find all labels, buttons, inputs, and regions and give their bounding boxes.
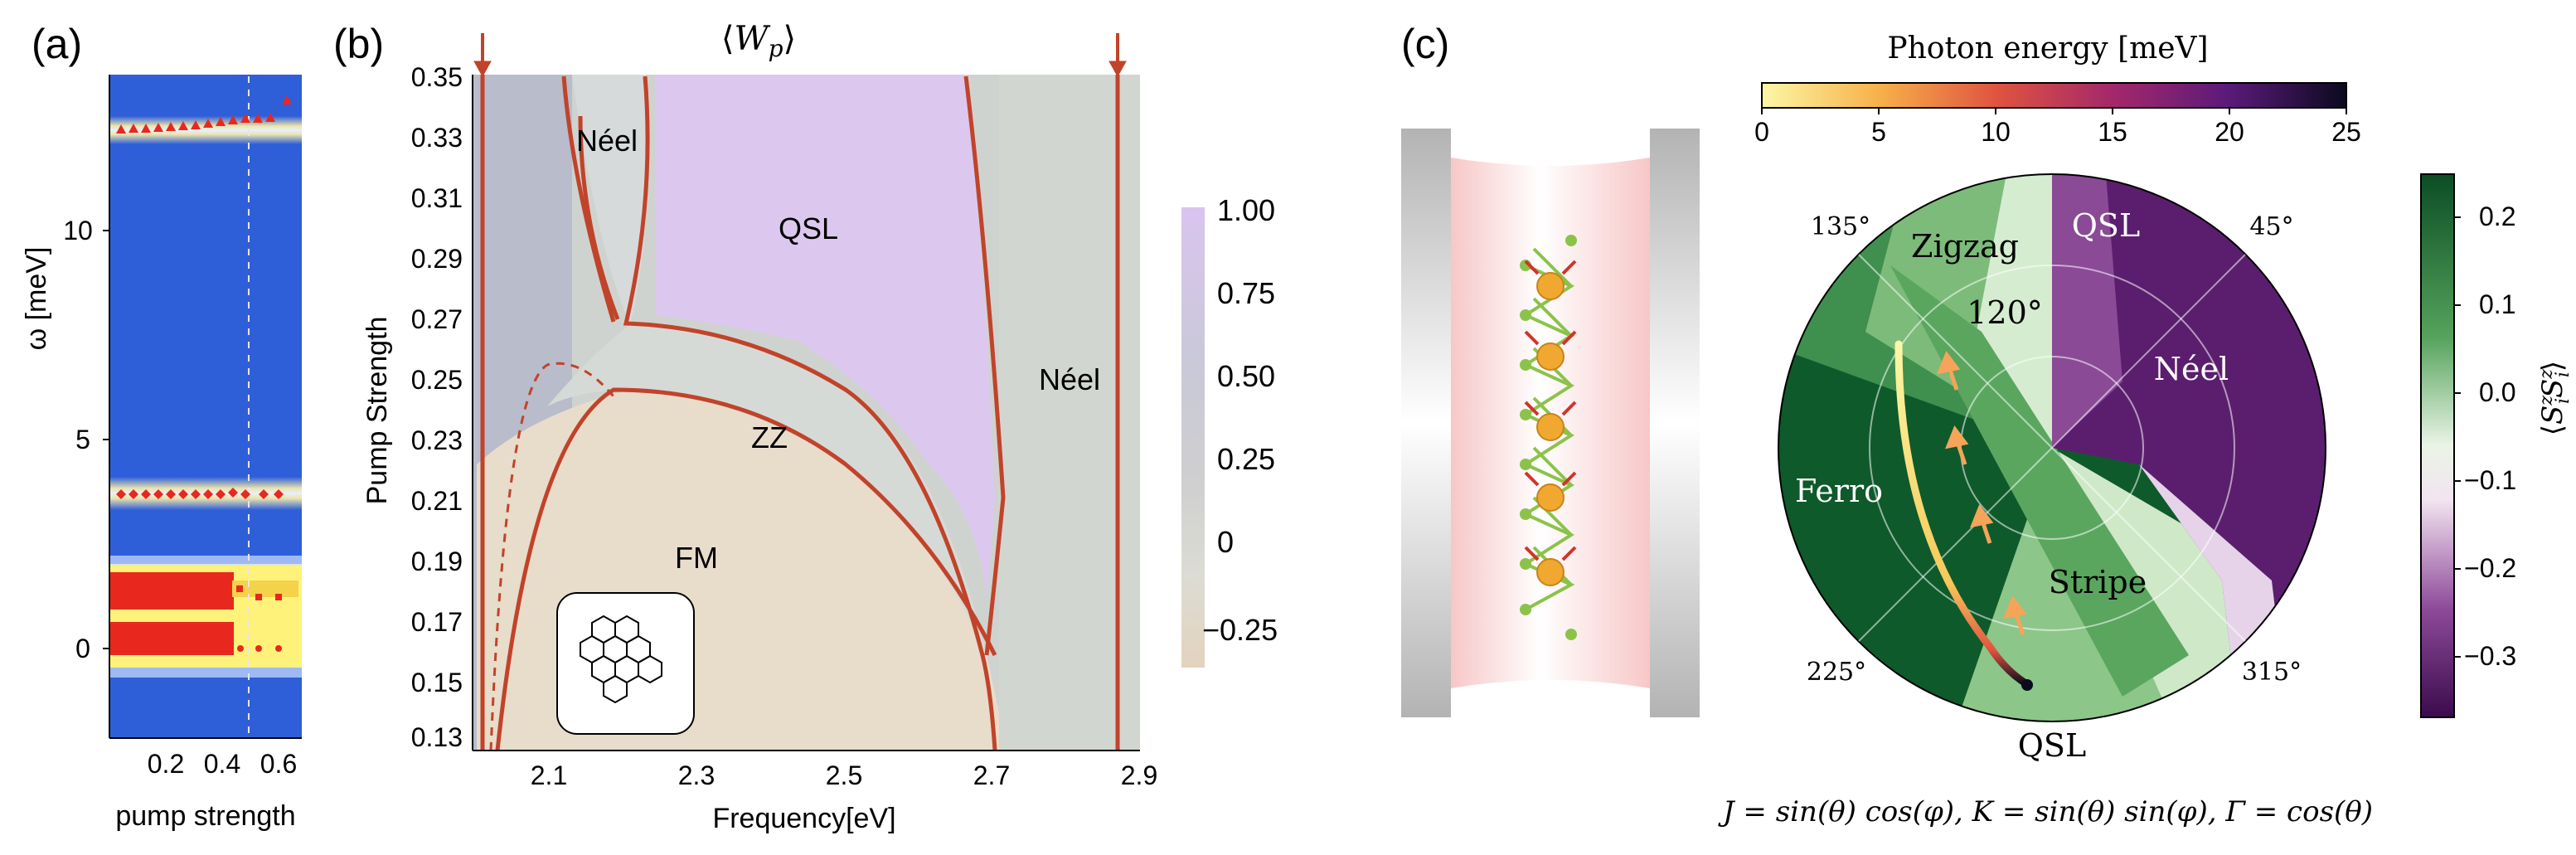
panel-b-ytick: 0.35 — [411, 62, 463, 92]
panel-b-xtick: 2.9 — [1121, 760, 1157, 790]
panel-b-cb-tick: 0 — [1217, 525, 1234, 559]
polar-labels: 135° 45° 225° 315° 120° QSL Zigzag Néel … — [1795, 207, 2302, 764]
spin-cb-tick: 0.2 — [2479, 202, 2515, 231]
spin-cb-tick: −0.1 — [2464, 465, 2516, 495]
spin-cb-tick: −0.2 — [2464, 553, 2516, 583]
photon-energy-colorbar: Photon energy [meV] 0 5 10 15 20 25 — [1754, 32, 2361, 147]
panel-b-region-neel-left: Néel — [576, 124, 638, 158]
panel-a-ytick: 0 — [75, 634, 90, 663]
panel-a-xlabel: pump strength — [115, 800, 295, 832]
spin-cb-tick: −0.3 — [2464, 641, 2516, 671]
panel-b-cb-tick: 0.25 — [1217, 442, 1275, 476]
photon-energy-tick: 5 — [1871, 117, 1886, 147]
angle-label-315: 315° — [2242, 658, 2302, 687]
photon-energy-tick: 20 — [2215, 117, 2244, 147]
panel-b-region-fm: FM — [675, 541, 718, 575]
panel-a-x-axis: 0.2 0.4 0.6 pump strength — [109, 737, 302, 832]
spin-cb-tick: 0.1 — [2479, 289, 2515, 319]
polar-phase-diagram — [1778, 173, 2326, 722]
panel-b-ylabel: Pump Strength — [361, 317, 393, 505]
cavity-illustration — [1401, 129, 1700, 717]
panel-b-label: (b) — [333, 21, 384, 67]
spin-cb-tick: 0.0 — [2479, 377, 2515, 407]
panel-b-x-axis: 2.1 2.3 2.5 2.7 2.9 Frequency[eV] — [473, 750, 1157, 834]
panel-a-ytick: 10 — [63, 216, 93, 245]
polar-region-qsl-bottom: QSL — [2018, 727, 2086, 764]
panel-a-markers — [116, 95, 292, 652]
polar-region-qsl-top: QSL — [2072, 207, 2140, 244]
panel-b-region-zz: ZZ — [751, 420, 788, 454]
panel-a-xtick: 0.4 — [204, 749, 240, 779]
panel-b-region-neel-right: Néel — [1039, 362, 1100, 396]
spin-cb-label: ⟨SziSzi⟩ — [2536, 361, 2574, 435]
panel-b-cb-tick: 0.75 — [1217, 276, 1275, 310]
photon-energy-title: Photon energy [meV] — [1887, 32, 2208, 66]
polar-region-neel: Néel — [2154, 351, 2229, 387]
photon-energy-tick: 15 — [2098, 117, 2127, 147]
panel-b-ytick: 0.21 — [411, 486, 463, 516]
polar-region-ferro: Ferro — [1795, 473, 1883, 509]
panel-b-cb-tick: −0.25 — [1202, 613, 1278, 647]
panel-b-xtick: 2.7 — [973, 760, 1010, 790]
panel-a-label: (a) — [32, 21, 82, 67]
panel-b-arrows — [473, 33, 1127, 78]
panel-b-colorbar: 1.00 0.75 0.50 0.25 0 −0.25 — [1181, 193, 1278, 668]
photon-energy-tick: 25 — [2331, 117, 2361, 147]
panel-b-ytick: 0.31 — [411, 183, 463, 213]
panel-b-cb-tick: 1.00 — [1217, 193, 1275, 227]
panel-a-xtick: 0.2 — [148, 749, 184, 779]
angle-label-225: 225° — [1807, 658, 1866, 687]
panel-b-xtick: 2.3 — [678, 760, 715, 790]
photon-energy-tick: 0 — [1754, 117, 1769, 147]
panel-b-ytick: 0.27 — [411, 304, 463, 334]
panel-b-ytick: 0.33 — [411, 123, 463, 153]
panel-b-ytick: 0.25 — [411, 365, 463, 395]
panel-b-ytick: 0.13 — [411, 722, 463, 752]
panel-b-ytick: 0.23 — [411, 425, 463, 455]
panel-b-xtick: 2.1 — [531, 760, 567, 790]
polar-region-stripe: Stripe — [2049, 564, 2147, 600]
honeycomb-lattice-inset — [556, 592, 695, 735]
panel-c-label: (c) — [1401, 21, 1449, 67]
panel-a-ylabel: ω [meV] — [21, 247, 52, 351]
panel-b-xtick: 2.5 — [826, 760, 862, 790]
spin-correlation-colorbar: 0.2 0.1 0.0 −0.1 −0.2 −0.3 ⟨SziSzi⟩ — [2420, 173, 2574, 718]
photon-energy-tick: 10 — [1981, 117, 2011, 147]
panel-b-cb-tick: 0.50 — [1217, 359, 1275, 393]
panel-b-xlabel: Frequency[eV] — [712, 803, 895, 834]
polar-region-zigzag: Zigzag — [1911, 228, 2019, 265]
panel-b-ytick: 0.15 — [411, 668, 463, 697]
panel-b-region-labels: Néel QSL Néel ZZ FM — [576, 124, 1100, 575]
panel-a-xtick: 0.6 — [260, 749, 297, 779]
panel-b-phase-boundaries — [480, 75, 1120, 751]
panel-b-ytick: 0.19 — [411, 547, 463, 576]
panel-b-title: ⟨Wp⟩ — [721, 20, 796, 62]
panel-b-ytick: 0.17 — [411, 607, 463, 637]
angle-label-45: 45° — [2249, 212, 2293, 241]
panel-a-ytick: 5 — [75, 425, 90, 454]
panel-a-y-axis: 0 5 10 ω [meV] — [21, 75, 110, 738]
angle-label-135: 135° — [1811, 212, 1870, 241]
panel-b-region-qsl: QSL — [779, 211, 838, 245]
parameter-formula: J = sin(θ) cos(φ), K = sin(θ) sin(φ), Γ … — [1718, 795, 2373, 828]
panel-b-ytick: 0.29 — [411, 244, 463, 274]
panel-b-y-axis: 0.35 0.33 0.31 0.29 0.27 0.25 0.23 0.21 … — [361, 62, 473, 752]
panel-a-heatmap — [109, 75, 302, 738]
angle-label-120: 120° — [1967, 294, 2043, 331]
